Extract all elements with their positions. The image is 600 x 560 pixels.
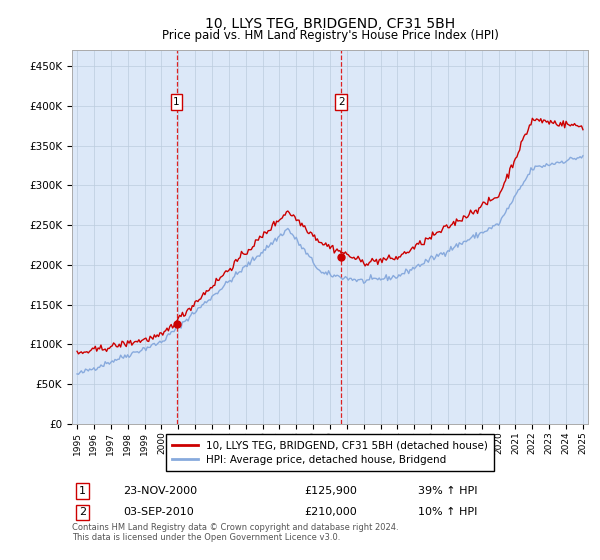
Text: £125,900: £125,900 — [304, 486, 357, 496]
Text: 39% ↑ HPI: 39% ↑ HPI — [418, 486, 477, 496]
Text: 23-NOV-2000: 23-NOV-2000 — [124, 486, 198, 496]
Text: £210,000: £210,000 — [304, 507, 357, 517]
Text: 1: 1 — [173, 97, 180, 107]
Text: Price paid vs. HM Land Registry's House Price Index (HPI): Price paid vs. HM Land Registry's House … — [161, 29, 499, 42]
Text: 2: 2 — [338, 97, 344, 107]
Text: 1: 1 — [79, 486, 86, 496]
Text: 10, LLYS TEG, BRIDGEND, CF31 5BH: 10, LLYS TEG, BRIDGEND, CF31 5BH — [205, 17, 455, 31]
Text: Contains HM Land Registry data © Crown copyright and database right 2024.
This d: Contains HM Land Registry data © Crown c… — [72, 522, 398, 542]
Text: 10% ↑ HPI: 10% ↑ HPI — [418, 507, 477, 517]
Text: 03-SEP-2010: 03-SEP-2010 — [124, 507, 194, 517]
Text: 2: 2 — [79, 507, 86, 517]
Legend: 10, LLYS TEG, BRIDGEND, CF31 5BH (detached house), HPI: Average price, detached : 10, LLYS TEG, BRIDGEND, CF31 5BH (detach… — [166, 434, 494, 471]
